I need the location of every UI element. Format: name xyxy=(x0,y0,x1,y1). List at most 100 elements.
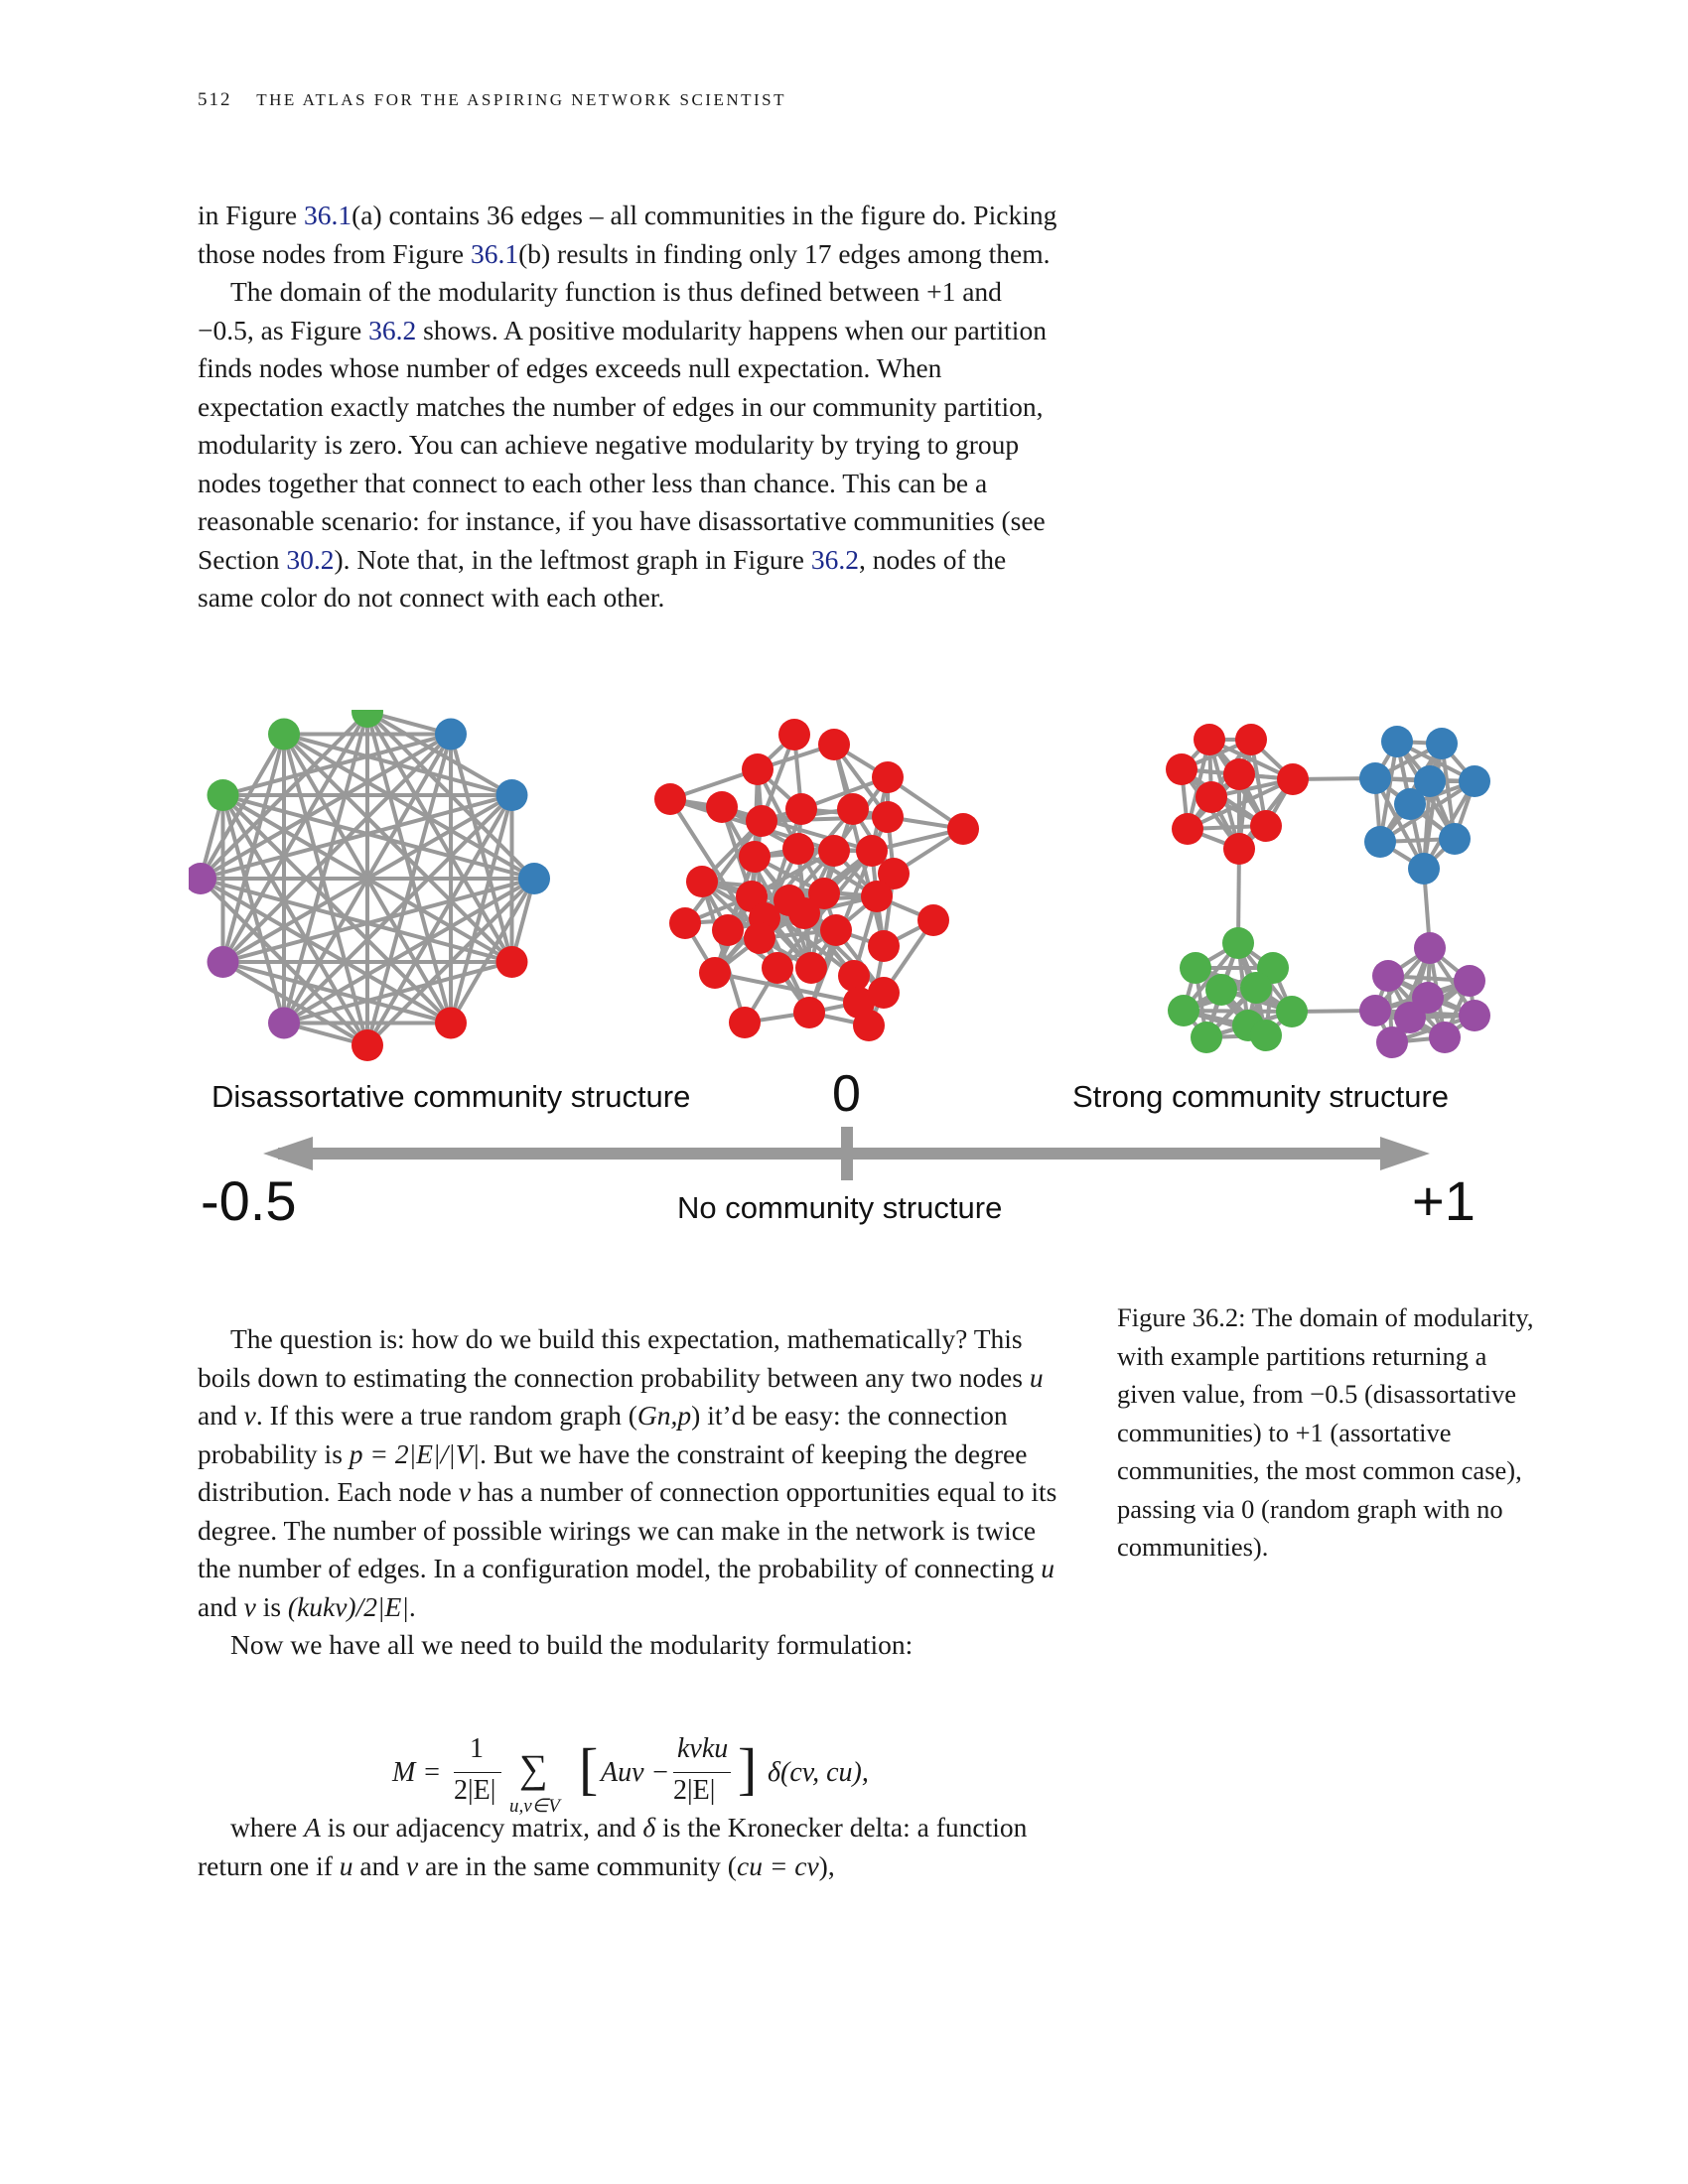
graph-node xyxy=(1364,826,1396,858)
graph-node xyxy=(495,946,528,978)
fraction-bar xyxy=(673,1772,731,1773)
graph-node xyxy=(712,914,744,946)
figure-ref-link[interactable]: 36.1 xyxy=(303,200,352,230)
graph-node xyxy=(207,779,239,811)
graph-node xyxy=(1381,726,1413,757)
graph-node xyxy=(435,1007,467,1039)
graph-node xyxy=(1372,960,1404,992)
graph-node xyxy=(1223,833,1255,865)
label-disassortative: Disassortative community structure xyxy=(211,1079,691,1114)
page-number: 512 xyxy=(198,89,232,110)
label-min: -0.5 xyxy=(201,1169,297,1232)
graph-node xyxy=(838,960,870,992)
graph-node xyxy=(1168,995,1199,1026)
graph-edge xyxy=(283,732,513,797)
kronecker-delta: δ(cv, cu), xyxy=(768,1757,869,1788)
figure-ref-link[interactable]: 36.2 xyxy=(368,314,417,345)
bracket-open: [ xyxy=(579,1736,599,1801)
graph-edge xyxy=(220,794,369,1046)
graph-node xyxy=(706,791,738,823)
graph-node xyxy=(1250,1020,1282,1051)
graph-edge xyxy=(1183,1009,1293,1014)
graph-node xyxy=(742,753,774,785)
graph-node xyxy=(1429,1022,1461,1053)
graph-edge xyxy=(282,733,453,1024)
graph-edge xyxy=(365,711,453,1024)
graph-node xyxy=(917,904,949,936)
graph-node xyxy=(1459,765,1490,797)
graph-node xyxy=(268,718,300,751)
graph-edge xyxy=(714,971,860,1005)
figure-ref-link[interactable]: 36.2 xyxy=(810,543,860,575)
graph-node xyxy=(762,952,793,984)
graph-edge xyxy=(282,733,513,964)
fraction-bar xyxy=(454,1772,501,1773)
equation-denominator-1: 2|E| xyxy=(454,1775,496,1806)
graph-edge xyxy=(221,793,535,881)
graph-node xyxy=(788,897,820,929)
section-ref-link[interactable]: 30.2 xyxy=(286,543,335,575)
graph-node xyxy=(1459,1000,1490,1031)
graph-node xyxy=(207,946,239,978)
paragraph-5: where A is our adjacency matrix, and δ i… xyxy=(198,1812,1028,1881)
sum-subscript: u,v∈V xyxy=(509,1796,560,1817)
graph-node xyxy=(699,957,731,989)
graph-node xyxy=(837,793,869,825)
graph-node xyxy=(1166,753,1197,785)
graph-edge xyxy=(1373,777,1426,870)
label-no-structure: No community structure xyxy=(677,1190,1003,1225)
graph-node xyxy=(654,783,686,815)
modularity-axis xyxy=(263,1127,1430,1180)
graph-node xyxy=(785,793,817,825)
graph-edge xyxy=(282,711,369,1024)
graph-node xyxy=(778,719,810,751)
graph-node xyxy=(669,907,701,939)
graph-edge xyxy=(200,793,513,881)
graph-node xyxy=(843,987,875,1019)
graph-node xyxy=(872,801,904,833)
graph-node xyxy=(1359,995,1391,1026)
graph-node xyxy=(1454,965,1485,997)
graph-node xyxy=(1414,932,1446,964)
graph-node xyxy=(808,878,840,909)
graph-node xyxy=(518,863,550,894)
graph-node xyxy=(1394,1002,1426,1033)
graph-node xyxy=(686,866,718,897)
graph-node xyxy=(729,1007,761,1038)
graph-edge xyxy=(1378,741,1399,843)
axis-arrow-left xyxy=(263,1137,313,1170)
graph-node xyxy=(744,922,775,954)
graph-node xyxy=(861,881,893,912)
graph-node xyxy=(1222,927,1254,959)
paragraph-2: The domain of the modularity function is… xyxy=(198,276,1047,613)
equation-term: Auv − xyxy=(601,1757,670,1788)
graph-edge xyxy=(220,794,286,1024)
paragraph-4: Now we have all we need to build the mod… xyxy=(230,1629,914,1660)
graph-node xyxy=(820,914,852,946)
label-zero: 0 xyxy=(832,1065,861,1123)
graph-node xyxy=(1240,972,1272,1004)
graph-node xyxy=(1172,813,1203,845)
figure-ref-link[interactable]: 36.1 xyxy=(470,237,519,269)
graph-node xyxy=(793,997,825,1028)
equation-numerator-2: kvku xyxy=(677,1733,729,1764)
disassortative-graph xyxy=(189,710,550,1061)
graph-node xyxy=(1276,996,1308,1027)
equation-numerator-1: 1 xyxy=(470,1733,484,1764)
graph-node xyxy=(435,718,467,751)
figure-graphics xyxy=(189,710,1490,1180)
graph-node xyxy=(1205,974,1237,1006)
graph-edge xyxy=(1187,777,1294,831)
paragraph-1: in Figure 36.1(a) contains 36 edges – al… xyxy=(198,200,1057,269)
graph-edge xyxy=(365,733,453,1046)
graph-edge xyxy=(200,877,513,964)
graph-edge xyxy=(761,815,889,823)
graph-node xyxy=(1394,788,1426,820)
equation-lhs: M = xyxy=(392,1757,442,1788)
graph-node xyxy=(856,835,888,867)
graph-node xyxy=(1191,1022,1222,1053)
modularity-equation: M = 1 2|E| ∑ u,v∈V [ Auv − kvku 2|E| ] δ… xyxy=(392,1727,909,1827)
running-header: 512 the atlas for the aspiring network s… xyxy=(198,89,786,111)
graph-edge xyxy=(282,733,369,1046)
graph-node xyxy=(795,952,827,984)
